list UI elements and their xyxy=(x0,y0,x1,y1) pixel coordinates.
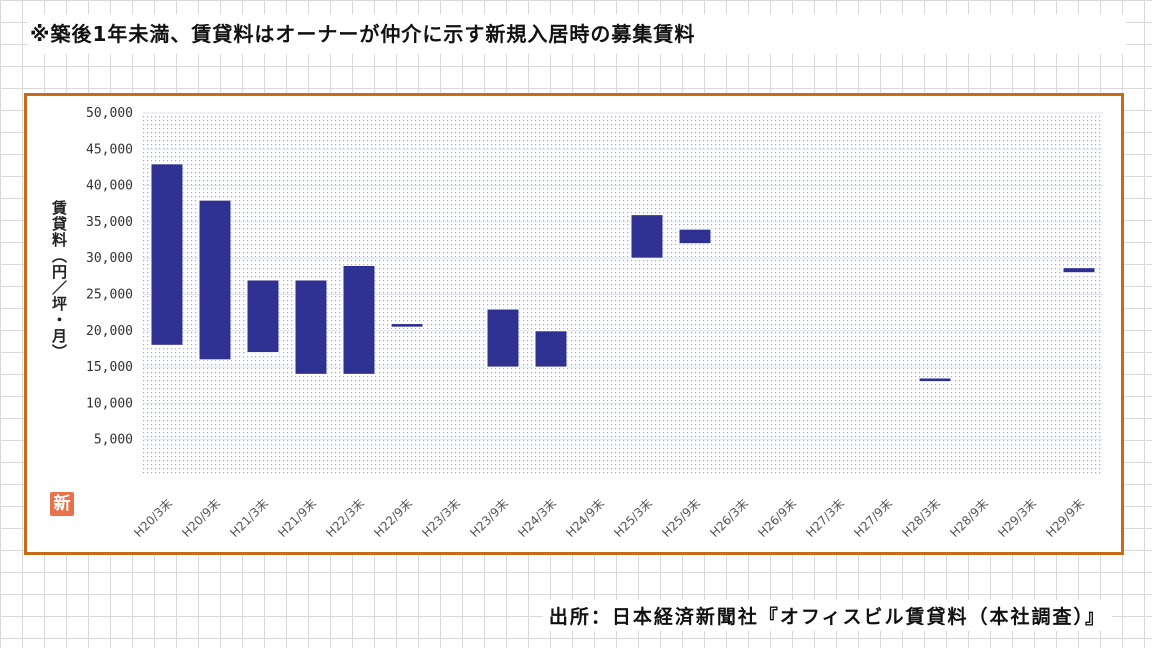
y-axis-label: 賃貸料（円／坪・月） xyxy=(50,200,68,360)
y-tick-label: 10,000 xyxy=(86,396,133,411)
y-tick-label: 45,000 xyxy=(86,142,133,157)
nikkei-logo-icon: 新 xyxy=(50,492,74,516)
range-bar xyxy=(678,228,712,245)
x-tick-label: H22/9末 xyxy=(371,496,415,540)
x-tick-label: H28/9末 xyxy=(947,496,991,540)
x-tick-label: H29/3末 xyxy=(995,496,1039,540)
x-tick-label: H27/9末 xyxy=(851,496,895,540)
y-tick-label: 20,000 xyxy=(86,324,133,339)
x-tick-label: H23/3末 xyxy=(419,496,463,540)
x-tick-label: H20/3末 xyxy=(131,496,175,540)
range-bar xyxy=(534,330,568,368)
y-tick-label: 30,000 xyxy=(86,251,133,266)
range-bar xyxy=(150,163,184,346)
range-bar xyxy=(918,377,952,383)
y-tick-label: 40,000 xyxy=(86,179,133,194)
x-tick-label: H23/9末 xyxy=(467,496,511,540)
range-bar xyxy=(486,308,520,368)
chart-frame: 5,000 10,000 15,000 20,000 25,000 30,000 35,00… xyxy=(24,93,1124,555)
range-bar xyxy=(342,264,376,375)
range-bar xyxy=(198,199,232,361)
y-tick-label: 15,000 xyxy=(86,360,133,375)
x-tick-label: H26/9末 xyxy=(755,496,799,540)
y-tick-label: 35,000 xyxy=(86,215,133,230)
chart-note: ※築後1年未満、賃貸料はオーナーが仲介に示す新規入居時の募集賃料 xyxy=(28,14,1126,54)
x-tick-label: H20/9末 xyxy=(179,496,223,540)
range-bar xyxy=(390,323,424,328)
y-tick-label: 25,000 xyxy=(86,288,133,303)
x-tick-label: H21/3末 xyxy=(227,496,271,540)
x-tick-label: H22/3末 xyxy=(323,496,367,540)
x-tick-label: H27/3末 xyxy=(803,496,847,540)
x-tick-label: H21/9末 xyxy=(275,496,319,540)
x-tick-label: H28/3末 xyxy=(899,496,943,540)
source-caption: 出所：日本経済新聞社『オフィスビル賃貸料（本社調査）』 xyxy=(542,600,1112,631)
x-tick-label: H25/3末 xyxy=(611,496,655,540)
y-tick-label: 50,000 xyxy=(86,106,133,121)
x-tick-label: H24/3末 xyxy=(515,496,559,540)
range-bar xyxy=(246,279,280,354)
y-tick-label: 5,000 xyxy=(94,433,133,448)
x-tick-label: H26/3末 xyxy=(707,496,751,540)
range-bar-chart: 5,000 10,000 15,000 20,000 25,000 30,000 35,00… xyxy=(86,106,1103,540)
x-tick-label: H25/9末 xyxy=(659,496,703,540)
range-bar xyxy=(630,214,664,259)
range-bar xyxy=(1062,267,1096,274)
x-tick-label: H29/9末 xyxy=(1043,496,1087,540)
x-tick-label: H24/9末 xyxy=(563,496,607,540)
range-bar xyxy=(294,279,328,375)
